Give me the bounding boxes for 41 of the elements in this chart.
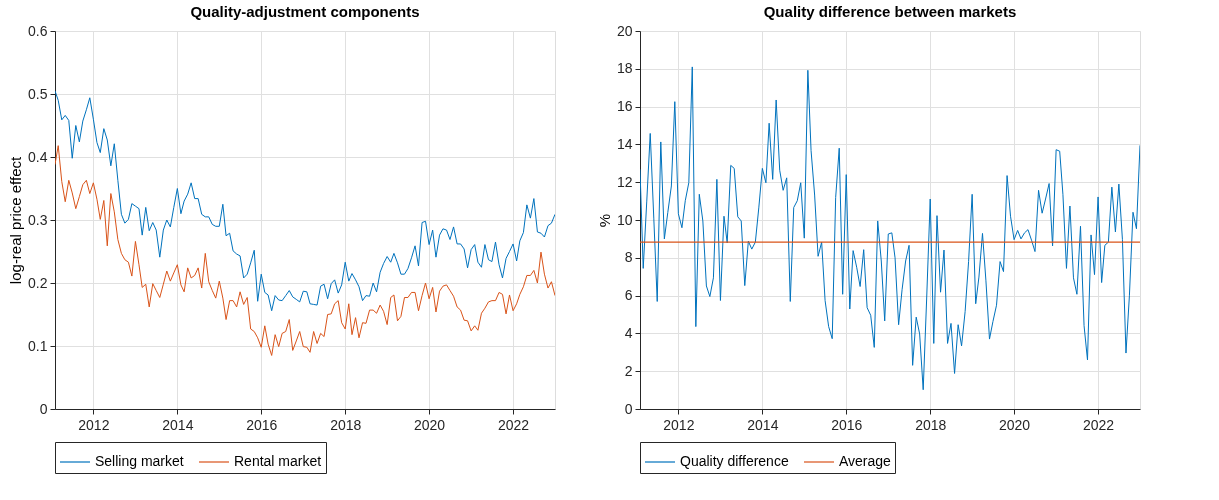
legend-label: Selling market xyxy=(95,453,184,469)
x-tick-label: 2014 xyxy=(747,416,779,433)
y-tick-label: 18 xyxy=(616,60,633,77)
y-tick-label: 0.2 xyxy=(28,274,48,291)
x-tick-label: 2012 xyxy=(663,416,695,433)
x-tick-label: 2020 xyxy=(999,416,1031,433)
y-axis-title: % xyxy=(595,213,613,228)
legend-label: Average xyxy=(839,453,892,469)
y-tick-label: 2 xyxy=(624,362,633,379)
legend-label: Quality difference xyxy=(680,453,789,469)
y-tick-label: 0.4 xyxy=(28,148,48,165)
y-tick-label: 14 xyxy=(616,135,633,152)
x-tick-label: 2014 xyxy=(162,416,194,433)
y-tick-label: 0.1 xyxy=(28,337,48,354)
y-axis-title: log-real price effect xyxy=(7,156,25,285)
x-tick-label: 2022 xyxy=(497,416,530,433)
x-tick-label: 2018 xyxy=(330,416,362,433)
line-series xyxy=(640,66,1140,391)
chart-title: Quality-adjustment components xyxy=(190,3,420,20)
y-tick-label: 0 xyxy=(39,400,48,417)
x-tick-label: 2018 xyxy=(915,416,947,433)
y-tick-label: 4 xyxy=(624,324,633,341)
y-tick-label: 0.5 xyxy=(28,85,48,102)
x-tick-label: 2016 xyxy=(246,416,278,433)
y-tick-label: 6 xyxy=(624,287,633,304)
x-tick-label: 2022 xyxy=(1082,416,1115,433)
line-series xyxy=(55,145,555,356)
y-tick-label: 16 xyxy=(616,98,633,115)
x-tick-label: 2016 xyxy=(831,416,863,433)
legend-label: Rental market xyxy=(234,453,322,469)
y-tick-label: 12 xyxy=(616,173,633,190)
y-tick-label: 0.6 xyxy=(28,22,48,39)
line-series xyxy=(55,90,555,312)
chart-title: Quality difference between markets xyxy=(763,3,1017,20)
y-tick-label: 8 xyxy=(624,249,633,266)
y-tick-label: 10 xyxy=(616,211,633,228)
x-tick-label: 2012 xyxy=(78,416,110,433)
x-tick-label: 2020 xyxy=(414,416,446,433)
y-tick-label: 0 xyxy=(624,400,633,417)
y-tick-label: 20 xyxy=(616,22,633,39)
y-tick-label: 0.3 xyxy=(28,211,48,228)
